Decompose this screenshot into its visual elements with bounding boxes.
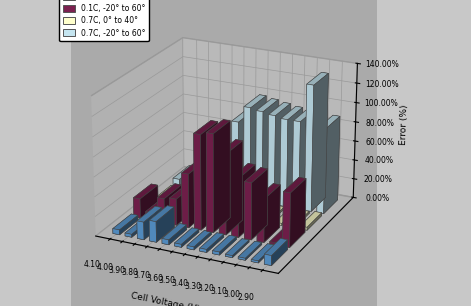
Legend: 0.1C, 0° to 40°, 0.1C, -20° to 60°, 0.7C, 0° to 40°, 0.7C, -20° to 60°: 0.1C, 0° to 40°, 0.1C, -20° to 60°, 0.7C… <box>59 0 149 41</box>
X-axis label: Cell Voltage (V): Cell Voltage (V) <box>130 291 200 306</box>
